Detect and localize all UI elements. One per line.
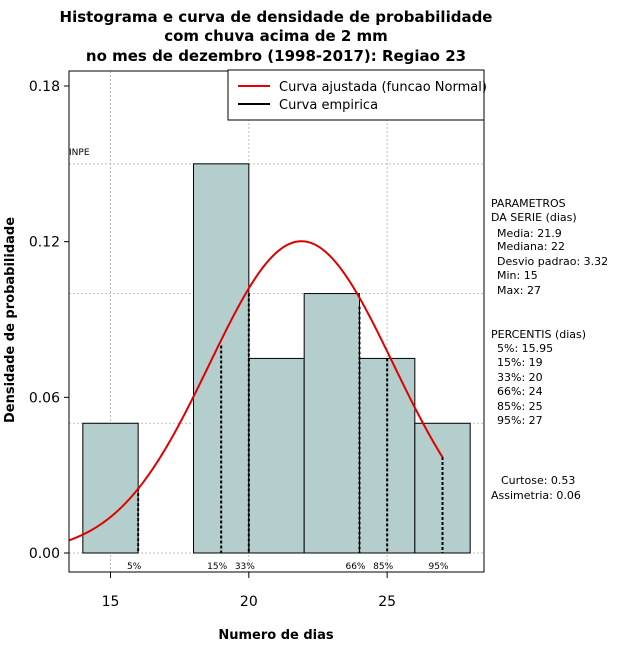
histogram-bars [82,163,471,554]
legend-label-empirical: Curva empirica [279,98,378,113]
param-min: Min: 15 [497,269,538,282]
assimetria-text: Assimetria: 0.06 [491,489,581,502]
watermark-text: INPE [69,148,90,158]
percentil-15: 15%: 19 [497,356,543,369]
percentil-95: 95%: 27 [497,414,543,427]
percentile-label-1: 15% [207,562,227,572]
percentil-66: 66%: 24 [497,385,543,398]
fitted-curve-group [68,240,444,542]
percentile-label-3: 66% [345,562,365,572]
param-max: Max: 27 [497,284,541,297]
legend-label-fitted: Curva ajustada (funcao Normal) [279,80,487,95]
legend: Curva ajustada (funcao Normal) Curva emp… [227,69,487,121]
params-title-2: DA SERIE (dias) [491,211,577,224]
x-tick-label-2: 25 [378,594,396,610]
x-axis-label: Numero de dias [218,628,334,643]
y-tick-label-2: 0.12 [29,235,60,251]
side-panel: PARAMETROS DA SERIE (dias) Media: 21.9 M… [491,197,608,502]
percentil-85: 85%: 25 [497,400,543,413]
chart-title-line-2: com chuva acima de 2 mm [164,27,388,45]
y-tick-label-3: 0.18 [29,79,60,95]
legend-box [227,69,485,121]
percentile-lines: 5% 15% 33% 66% 85% 95% [127,293,449,572]
fitted-normal-curve [68,240,444,542]
param-desvio: Desvio padrao: 3.32 [497,255,608,268]
percentile-label-2: 33% [235,562,255,572]
percentile-label-4: 85% [373,562,393,572]
chart-title-line-1: Histograma e curva de densidade de proba… [60,8,493,26]
y-axis-label: Densidade de probabilidade [3,217,18,423]
param-media: Media: 21.9 [497,227,562,240]
y-tick-label-0: 0.00 [29,546,60,562]
params-title-1: PARAMETROS [491,197,566,210]
percentis-title: PERCENTIS (dias) [491,328,586,341]
x-tick-label-0: 15 [102,594,120,610]
chart-title-line-3: no mes de dezembro (1998-2017): Regiao 2… [86,47,466,65]
histogram-bar-4 [303,293,360,554]
histogram-bar-0 [82,422,139,554]
x-tick-label-1: 20 [240,594,258,610]
percentile-label-5: 95% [428,562,448,572]
percentile-label-0: 5% [127,562,142,572]
curtose-text: Curtose: 0.53 [501,474,575,487]
percentil-33: 33%: 20 [497,371,543,384]
param-mediana: Mediana: 22 [497,240,565,253]
histogram-bar-3 [248,357,305,554]
percentil-5: 5%: 15.95 [497,342,553,355]
y-tick-label-1: 0.06 [29,390,60,406]
